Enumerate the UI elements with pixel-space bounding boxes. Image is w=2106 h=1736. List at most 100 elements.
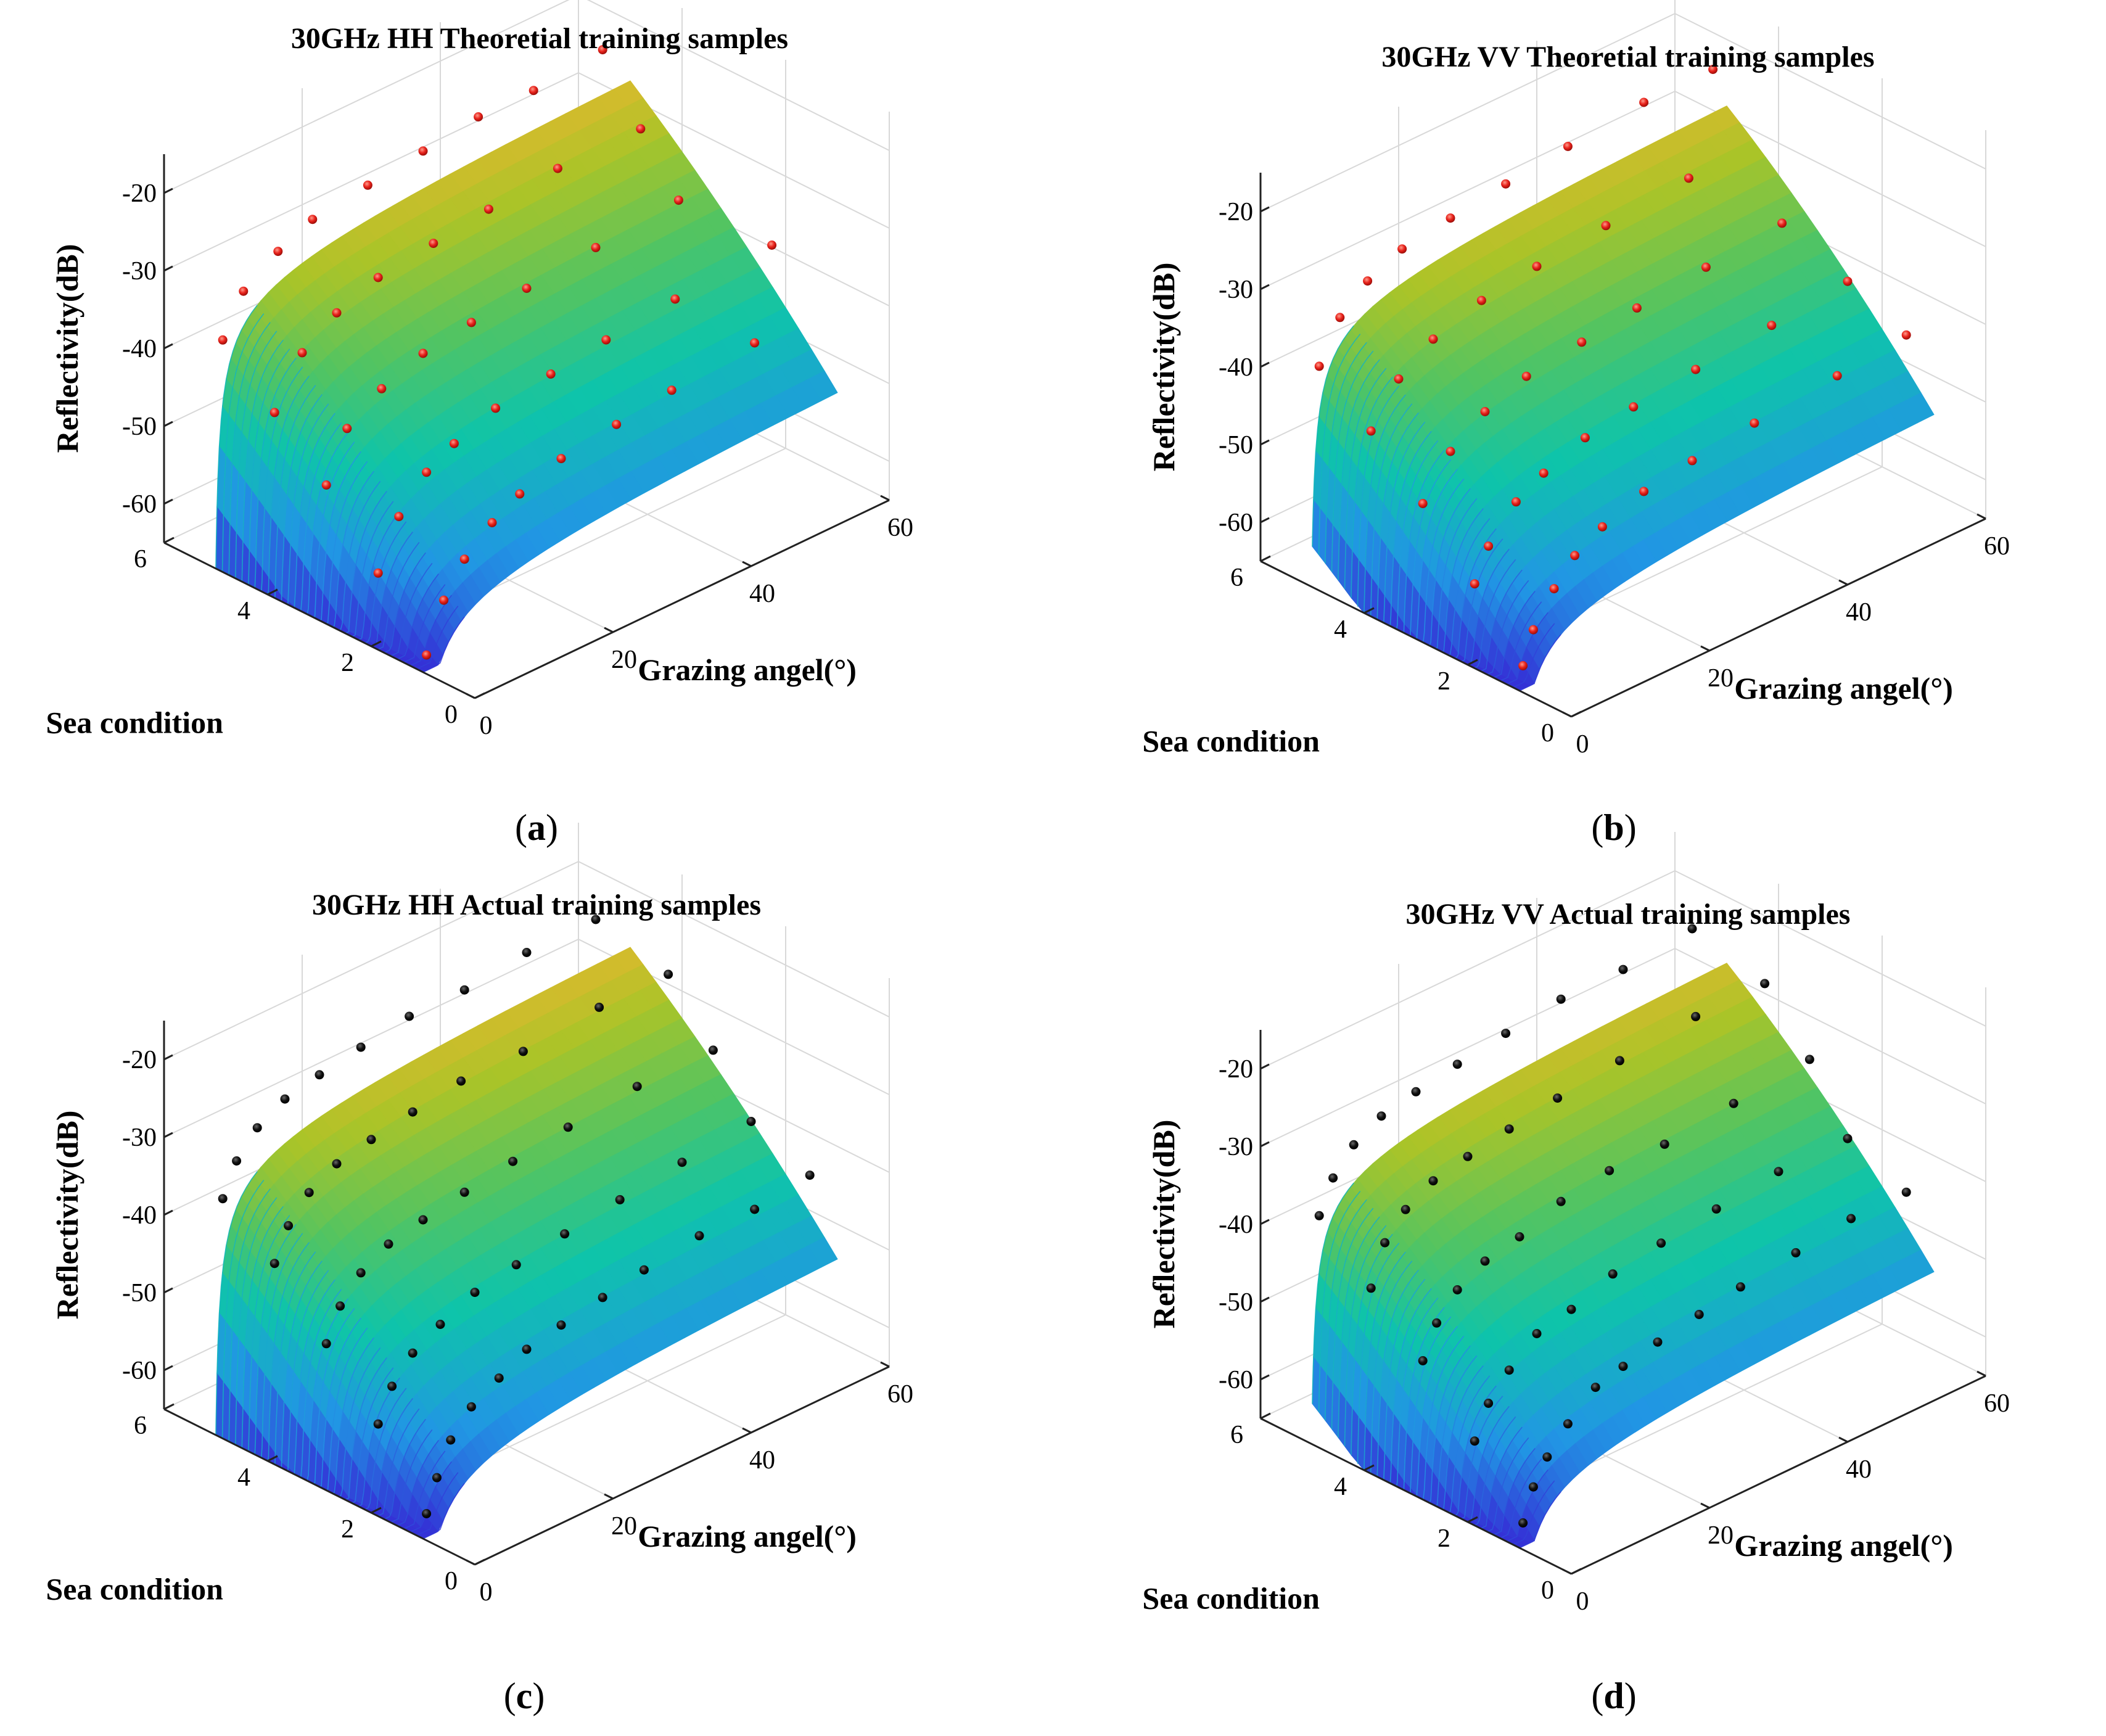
sample-point	[446, 1435, 456, 1445]
sample-point	[494, 1373, 504, 1383]
mesh-line	[254, 357, 297, 589]
x-tick	[1838, 579, 1848, 586]
z-tick-label: -40	[122, 1201, 157, 1230]
mesh-line	[1422, 479, 1465, 643]
sample-point	[483, 204, 493, 214]
sample-point	[746, 1117, 756, 1126]
axes	[163, 154, 890, 699]
mesh-line	[409, 594, 452, 667]
sample-point	[1629, 402, 1639, 412]
x-tick-label: 0	[480, 712, 493, 740]
sample-point	[511, 1260, 521, 1270]
mesh-line	[313, 1308, 355, 1484]
y-tick	[267, 1455, 278, 1462]
sample-point	[405, 1011, 414, 1021]
chart-panel-d: -20-30-40-50-6002460204060Reflectivity(d…	[1142, 832, 2010, 1616]
sample-point	[273, 247, 283, 257]
z-tick-label: -20	[122, 179, 157, 208]
y-tick-label: 4	[237, 1463, 250, 1492]
mesh-line	[1376, 1269, 1419, 1478]
z-tick	[163, 1209, 173, 1216]
mesh-line	[248, 348, 290, 585]
sample-point	[1777, 218, 1787, 228]
x-tick	[880, 495, 890, 501]
z-tick	[1260, 361, 1270, 368]
sample-point	[1691, 364, 1701, 374]
sample-point	[1605, 1166, 1614, 1175]
sample-point	[304, 1188, 314, 1198]
z-tick-label: -40	[122, 335, 157, 363]
caption-open: (	[1591, 807, 1603, 848]
sample-point	[1684, 173, 1693, 183]
x-tick-label: 60	[887, 514, 913, 542]
z-tick-label: -50	[122, 1279, 157, 1307]
x-axis-label: Grazing angel(°)	[638, 652, 857, 687]
sample-markers	[1314, 924, 1911, 1528]
mesh-line	[1435, 498, 1478, 649]
sample-point	[335, 1301, 345, 1311]
y-tick-label: 4	[237, 597, 250, 625]
mesh-line	[1318, 1191, 1361, 1412]
sample-point	[591, 242, 601, 252]
sample-point	[1556, 1196, 1566, 1206]
sample-point	[1639, 97, 1649, 107]
mesh-line	[358, 511, 400, 641]
panel-caption: (a)	[515, 807, 558, 848]
chart-title: 30GHz HH Theoretial training samples	[291, 22, 788, 55]
sample-point	[1553, 1093, 1563, 1103]
mesh-line	[215, 305, 258, 569]
sample-point	[1528, 625, 1538, 635]
mesh-line	[1415, 1326, 1458, 1497]
sample-point	[363, 180, 372, 190]
sample-point	[456, 1076, 466, 1086]
mesh-line	[293, 1279, 335, 1475]
y-tick	[1260, 1412, 1271, 1420]
sample-point	[1411, 1087, 1421, 1096]
x-tick-label: 40	[1846, 1455, 1872, 1484]
panel-caption: (c)	[504, 1676, 545, 1716]
mesh-line	[1357, 385, 1400, 607]
y-tick	[1364, 1464, 1375, 1471]
sample-point	[1563, 141, 1573, 151]
sample-point	[332, 1159, 342, 1169]
sample-point	[422, 1509, 432, 1518]
mesh-line	[352, 1367, 394, 1504]
sample-point	[1653, 1337, 1663, 1347]
grid-line	[163, 861, 579, 1060]
sample-point	[632, 1082, 642, 1092]
sample-point	[1539, 468, 1549, 478]
sample-point	[218, 335, 228, 345]
z-tick	[1260, 1296, 1270, 1303]
sample-point	[1687, 924, 1697, 934]
mesh-line	[1409, 459, 1452, 636]
sample-point	[1518, 661, 1528, 670]
y-tick	[1260, 555, 1271, 562]
x-tick-label: 40	[1846, 598, 1872, 627]
y-tick-label: 6	[134, 1412, 147, 1440]
sample-point	[1484, 1399, 1494, 1408]
z-tick-label: -60	[122, 490, 157, 519]
sample-point	[667, 385, 677, 395]
sample-point	[664, 969, 673, 979]
sample-point	[1480, 1256, 1490, 1266]
sample-point	[1580, 433, 1590, 443]
y-tick-label: 0	[445, 701, 458, 729]
x-tick-label: 0	[480, 1578, 493, 1606]
mesh-line	[228, 1188, 271, 1442]
sample-point	[1328, 1173, 1338, 1183]
sample-point	[435, 1320, 445, 1329]
y-tick	[1571, 1568, 1582, 1575]
y-tick	[371, 1507, 382, 1514]
z-tick	[1260, 1063, 1270, 1070]
sample-point	[556, 1320, 566, 1330]
sample-point	[677, 1158, 687, 1167]
x-tick-label: 40	[749, 580, 775, 608]
sample-point	[1597, 522, 1607, 532]
mesh-line	[1500, 1458, 1542, 1539]
x-tick	[1976, 1370, 1986, 1377]
mesh-line	[1389, 430, 1432, 627]
sample-point	[308, 215, 318, 224]
mesh-line	[352, 501, 394, 637]
z-tick-label: -60	[1219, 509, 1253, 537]
sample-point	[342, 424, 352, 434]
